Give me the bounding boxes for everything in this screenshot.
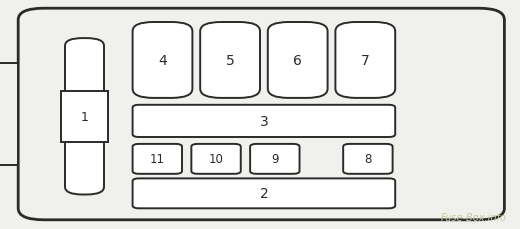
FancyBboxPatch shape <box>268 23 328 98</box>
Text: 6: 6 <box>293 54 302 68</box>
FancyBboxPatch shape <box>18 9 504 220</box>
FancyBboxPatch shape <box>133 105 395 137</box>
FancyBboxPatch shape <box>191 144 241 174</box>
FancyBboxPatch shape <box>250 144 300 174</box>
Text: 10: 10 <box>209 153 224 166</box>
Text: 4: 4 <box>158 54 167 68</box>
FancyBboxPatch shape <box>200 23 260 98</box>
Text: Fuse-Box.info: Fuse-Box.info <box>441 212 507 222</box>
Bar <box>61 92 108 142</box>
FancyBboxPatch shape <box>65 39 104 195</box>
Bar <box>0 64 18 165</box>
FancyBboxPatch shape <box>133 179 395 208</box>
FancyBboxPatch shape <box>335 23 395 98</box>
Text: 5: 5 <box>226 54 235 68</box>
FancyBboxPatch shape <box>133 144 182 174</box>
FancyBboxPatch shape <box>133 23 192 98</box>
Text: 1: 1 <box>81 110 88 123</box>
Text: 7: 7 <box>361 54 370 68</box>
Text: 8: 8 <box>364 153 372 166</box>
Text: 11: 11 <box>150 153 165 166</box>
Text: 9: 9 <box>271 153 279 166</box>
Text: 2: 2 <box>259 187 268 200</box>
FancyBboxPatch shape <box>343 144 393 174</box>
Text: 3: 3 <box>259 114 268 128</box>
